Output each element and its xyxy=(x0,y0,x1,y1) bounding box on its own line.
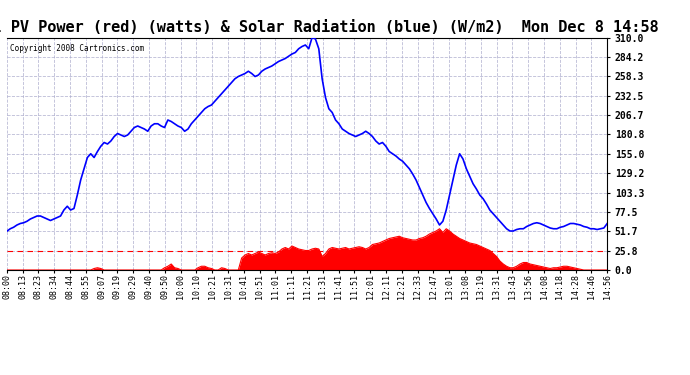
Title: Total PV Power (red) (watts) & Solar Radiation (blue) (W/m2)  Mon Dec 8 14:58: Total PV Power (red) (watts) & Solar Rad… xyxy=(0,20,658,35)
Text: Copyright 2008 Cartronics.com: Copyright 2008 Cartronics.com xyxy=(10,45,144,54)
